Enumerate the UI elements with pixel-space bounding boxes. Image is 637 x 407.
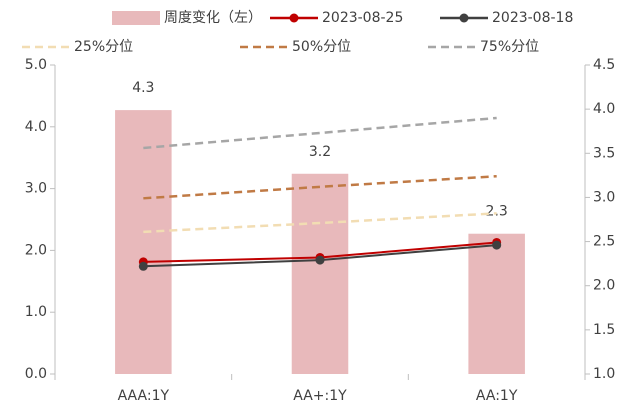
legend-label: 2023-08-25 (322, 10, 403, 26)
y-tick-label: 4.0 (25, 119, 47, 135)
legend-label: 50%分位 (292, 39, 351, 55)
legend-label: 25%分位 (74, 39, 133, 55)
line (143, 116, 497, 150)
bar (291, 173, 349, 374)
y-tick-label: 0.0 (25, 366, 47, 382)
y2-tick-label: 1.0 (593, 366, 615, 382)
marker (492, 240, 502, 250)
x-tick-label: AAA:1Y (118, 388, 170, 404)
y-tick-label: 2.0 (25, 242, 47, 258)
y2-tick-label: 3.0 (593, 189, 615, 205)
x-tick-label: AA+:1Y (293, 388, 347, 404)
data-label: 4.3 (132, 80, 154, 96)
data-label: 2.3 (486, 204, 508, 220)
y-tick-label: 5.0 (25, 57, 47, 73)
data-label: 3.2 (309, 144, 331, 160)
legend-label: 2023-08-18 (492, 10, 573, 26)
y2-tick-label: 2.5 (593, 234, 615, 250)
bar (468, 233, 525, 374)
legend-marker (289, 13, 299, 23)
y2-tick-label: 4.5 (593, 57, 615, 73)
legend-marker (459, 13, 469, 23)
legend-label: 75%分位 (480, 39, 539, 55)
bar (115, 110, 172, 374)
y2-tick-label: 3.5 (593, 145, 615, 161)
legend-swatch (112, 11, 160, 25)
x-tick-label: AA:1Y (476, 388, 518, 404)
y2-tick-label: 1.5 (593, 322, 615, 338)
y-tick-label: 3.0 (25, 181, 47, 197)
legend-label: 周度变化（左） (164, 10, 262, 26)
line (143, 174, 497, 200)
marker (315, 255, 325, 265)
y2-tick-label: 4.0 (593, 101, 615, 117)
marker (138, 261, 148, 271)
line (143, 212, 497, 234)
y-tick-label: 1.0 (25, 304, 47, 320)
y2-tick-label: 2.0 (593, 278, 615, 294)
